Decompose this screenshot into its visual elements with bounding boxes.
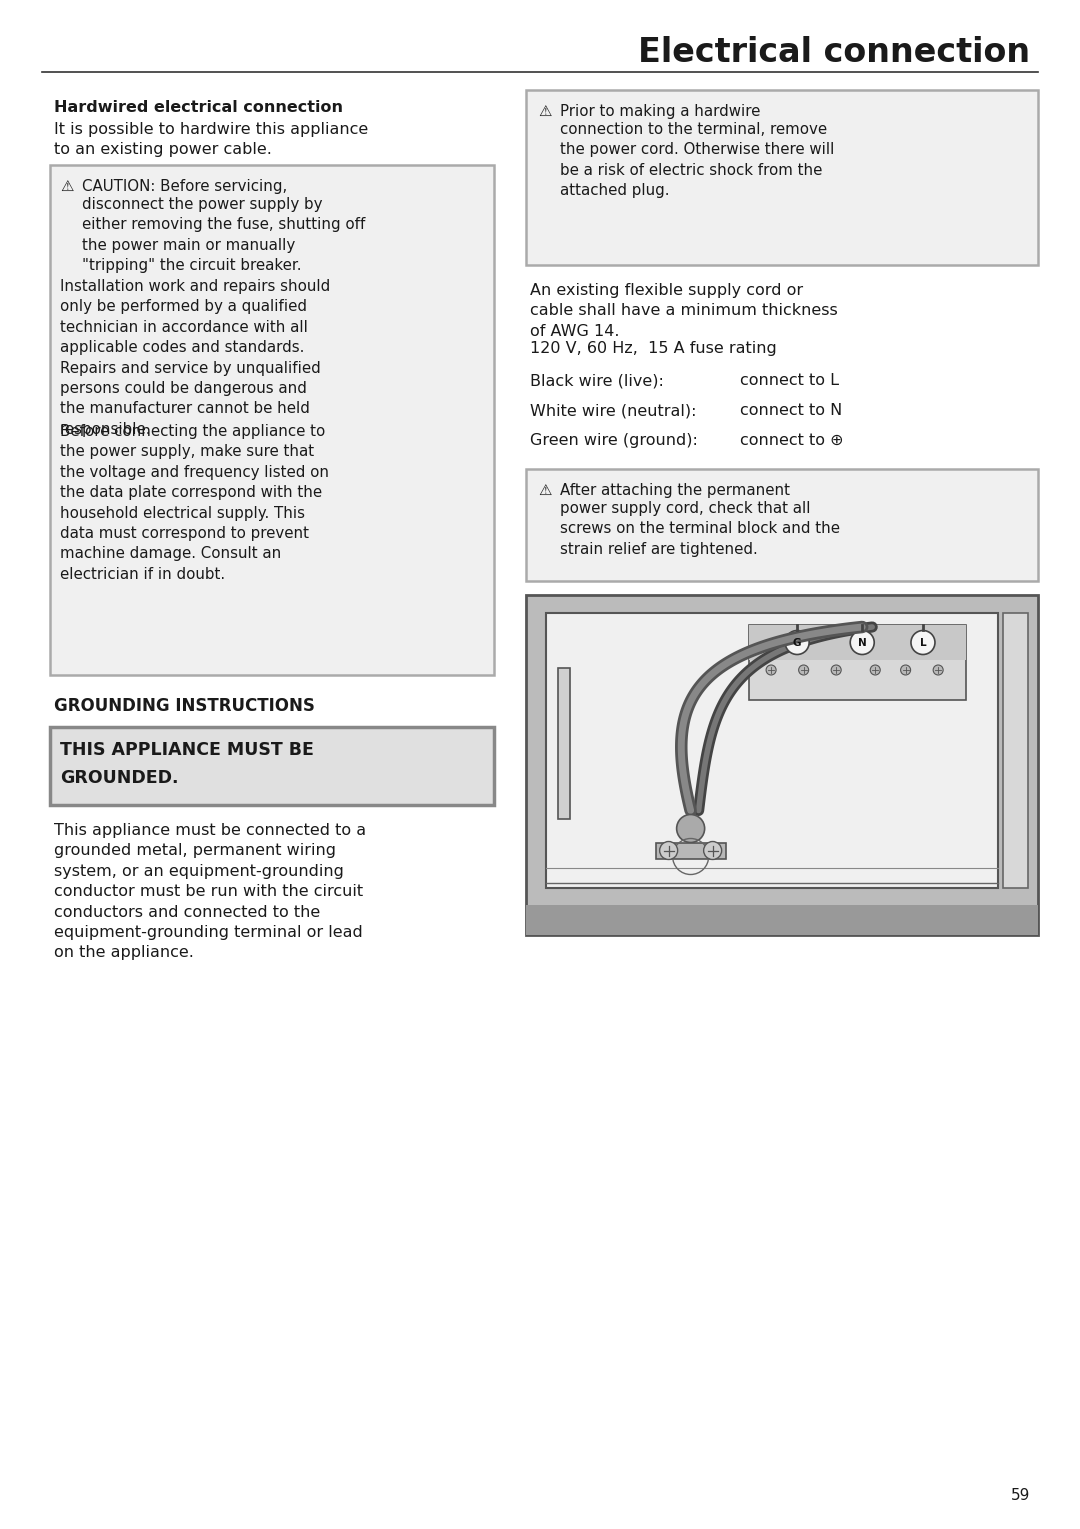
FancyBboxPatch shape bbox=[526, 905, 1038, 936]
FancyBboxPatch shape bbox=[1003, 613, 1028, 888]
Circle shape bbox=[660, 841, 677, 859]
Text: Prior to making a hardwire: Prior to making a hardwire bbox=[561, 104, 760, 119]
Text: ⚠: ⚠ bbox=[538, 483, 552, 498]
Text: Hardwired electrical connection: Hardwired electrical connection bbox=[54, 99, 343, 115]
Text: ⚠: ⚠ bbox=[60, 179, 73, 194]
FancyBboxPatch shape bbox=[50, 165, 494, 674]
Text: N: N bbox=[858, 638, 866, 647]
Text: connection to the terminal, remove
the power cord. Otherwise there will
be a ris: connection to the terminal, remove the p… bbox=[561, 122, 835, 199]
Text: connect to N: connect to N bbox=[740, 404, 842, 417]
Text: This appliance must be connected to a
grounded metal, permanent wiring
system, o: This appliance must be connected to a gr… bbox=[54, 823, 366, 960]
Text: An existing flexible supply cord or
cable shall have a minimum thickness
of AWG : An existing flexible supply cord or cabl… bbox=[530, 283, 838, 339]
Circle shape bbox=[850, 630, 874, 654]
Text: It is possible to hardwire this appliance
to an existing power cable.: It is possible to hardwire this applianc… bbox=[54, 122, 368, 157]
Circle shape bbox=[910, 630, 935, 654]
FancyBboxPatch shape bbox=[750, 625, 967, 661]
Circle shape bbox=[933, 665, 943, 674]
Text: power supply cord, check that all
screws on the terminal block and the
strain re: power supply cord, check that all screws… bbox=[561, 502, 840, 557]
FancyBboxPatch shape bbox=[526, 595, 1038, 936]
Text: Electrical connection: Electrical connection bbox=[638, 35, 1030, 69]
Circle shape bbox=[798, 665, 809, 674]
Text: White wire (neutral):: White wire (neutral): bbox=[530, 404, 697, 417]
Text: Installation work and repairs should
only be performed by a qualified
technician: Installation work and repairs should onl… bbox=[60, 278, 330, 437]
Text: CAUTION: Before servicing,: CAUTION: Before servicing, bbox=[82, 179, 287, 194]
FancyBboxPatch shape bbox=[526, 90, 1038, 265]
Circle shape bbox=[832, 665, 841, 674]
Text: L: L bbox=[920, 638, 927, 647]
FancyBboxPatch shape bbox=[50, 726, 494, 804]
Text: disconnect the power supply by
either removing the fuse, shutting off
the power : disconnect the power supply by either re… bbox=[82, 197, 365, 274]
Circle shape bbox=[766, 665, 777, 674]
Circle shape bbox=[901, 665, 910, 674]
Text: 120 V, 60 Hz,  15 A fuse rating: 120 V, 60 Hz, 15 A fuse rating bbox=[530, 341, 777, 356]
Text: G: G bbox=[793, 638, 801, 647]
Text: THIS APPLIANCE MUST BE: THIS APPLIANCE MUST BE bbox=[60, 742, 314, 758]
Circle shape bbox=[870, 665, 880, 674]
Text: Black wire (live):: Black wire (live): bbox=[530, 373, 664, 388]
Text: Before connecting the appliance to
the power supply, make sure that
the voltage : Before connecting the appliance to the p… bbox=[60, 424, 329, 583]
FancyBboxPatch shape bbox=[558, 668, 570, 820]
Circle shape bbox=[704, 841, 721, 859]
Text: ⚠: ⚠ bbox=[538, 104, 552, 119]
Circle shape bbox=[785, 630, 809, 654]
FancyBboxPatch shape bbox=[656, 842, 726, 858]
FancyBboxPatch shape bbox=[526, 469, 1038, 581]
Text: connect to ⊕: connect to ⊕ bbox=[740, 433, 843, 448]
Text: Green wire (ground):: Green wire (ground): bbox=[530, 433, 698, 448]
FancyBboxPatch shape bbox=[750, 625, 967, 700]
Text: GROUNDING INSTRUCTIONS: GROUNDING INSTRUCTIONS bbox=[54, 697, 315, 716]
Text: After attaching the permanent: After attaching the permanent bbox=[561, 483, 789, 498]
Text: connect to L: connect to L bbox=[740, 373, 839, 388]
Text: GROUNDED.: GROUNDED. bbox=[60, 769, 178, 787]
Text: 59: 59 bbox=[1011, 1488, 1030, 1503]
FancyBboxPatch shape bbox=[546, 613, 998, 888]
Circle shape bbox=[677, 815, 704, 842]
